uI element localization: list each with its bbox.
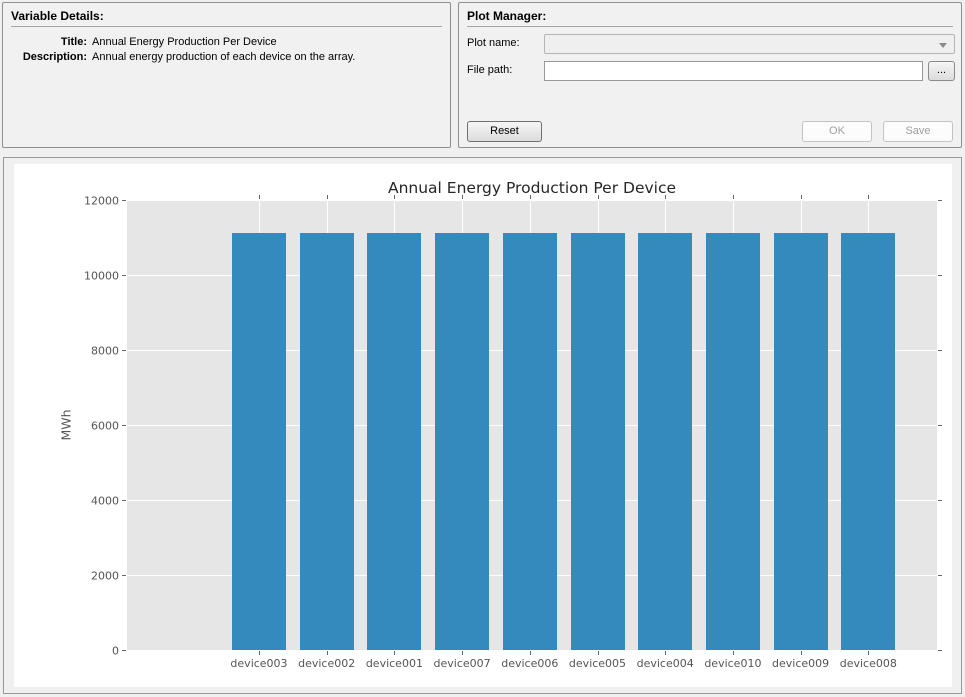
x-axis-tick <box>597 651 599 655</box>
x-tick-label: device002 <box>298 657 356 670</box>
y-tick-label: 6000 <box>91 419 119 432</box>
h-gridline <box>127 650 937 651</box>
x-axis-tick <box>732 651 734 655</box>
file-path-row: File path: ... <box>467 61 955 81</box>
x-axis-tick-top <box>259 195 260 199</box>
bar <box>502 233 557 650</box>
plot-area: 0 2000 4000 6000 8000 10000 12000 device003 devi… <box>84 194 942 670</box>
bar <box>232 233 286 650</box>
plot-name-select[interactable] <box>544 34 955 54</box>
x-axis-tick <box>462 651 464 655</box>
reset-button[interactable]: Reset <box>467 121 542 142</box>
variable-details-panel: Variable Details: Title: Annual Energy P… <box>2 2 451 148</box>
x-axis-tick-top <box>868 195 870 199</box>
bar <box>773 233 828 650</box>
y-tick-label: 4000 <box>91 494 119 507</box>
y-tick-label: 10000 <box>84 269 119 282</box>
title-value: Annual Energy Production Per Device <box>92 36 277 48</box>
plot-name-row: Plot name: <box>467 34 955 54</box>
bar <box>435 233 490 650</box>
y-tick-label: 0 <box>112 644 119 657</box>
title-label: Title: <box>60 36 87 48</box>
y-axis-tick-right <box>938 500 942 501</box>
h-gridline <box>127 200 937 201</box>
y-axis-tick <box>122 350 126 351</box>
description-value: Annual energy production of each device … <box>92 51 356 63</box>
x-axis-tick-top <box>529 195 531 199</box>
description-label: Description: <box>22 51 87 63</box>
y-axis-tick <box>122 500 126 501</box>
x-axis-tick <box>868 651 870 655</box>
y-axis-tick <box>122 575 126 576</box>
x-axis-tick-top <box>462 195 464 199</box>
save-button[interactable]: Save <box>883 121 953 142</box>
x-tick-label: device007 <box>433 657 491 670</box>
separator <box>11 26 442 27</box>
chevron-down-icon <box>939 43 947 48</box>
y-tick-label: 8000 <box>91 344 119 357</box>
x-tick-label: device003 <box>230 657 288 670</box>
x-axis-tick <box>259 651 260 655</box>
x-axis-tick <box>529 651 531 655</box>
y-axis-tick-right <box>938 425 942 426</box>
variable-details-fields: Title: Annual Energy Production Per Devi… <box>3 36 450 63</box>
y-axis-tick-right <box>938 650 942 651</box>
y-axis-tick-right <box>938 275 942 276</box>
x-tick-label: device005 <box>568 657 627 670</box>
bar <box>841 233 896 650</box>
x-tick-label: device008 <box>839 657 897 670</box>
file-path-input[interactable] <box>544 61 923 81</box>
ok-button[interactable]: OK <box>802 121 872 142</box>
variable-details-heading: Variable Details: <box>11 9 104 23</box>
x-tick-label: device009 <box>772 657 830 670</box>
bar <box>367 233 422 650</box>
x-tick-label: device001 <box>365 657 423 670</box>
chart-title: Annual Energy Production Per Device <box>387 179 677 197</box>
x-axis-tick-top <box>732 195 734 199</box>
chart-panel: Annual Energy Production Per Device MWh … <box>3 157 962 694</box>
x-axis-tick-top <box>800 195 802 199</box>
x-axis-tick-top <box>597 195 599 199</box>
x-axis-tick <box>394 651 396 655</box>
plot-manager-heading: Plot Manager: <box>467 9 547 23</box>
separator <box>467 26 953 27</box>
y-axis-tick-right <box>938 350 942 351</box>
y-axis-label: MWh <box>58 409 74 441</box>
y-axis-tick-right <box>938 200 942 201</box>
browse-button[interactable]: ... <box>928 61 955 81</box>
file-path-label: File path: <box>467 64 513 76</box>
x-axis-tick <box>800 651 802 655</box>
y-tick-label: 12000 <box>84 194 119 207</box>
x-tick-label: device010 <box>704 657 762 670</box>
bar <box>705 233 760 650</box>
x-axis-tick <box>326 651 328 655</box>
plot-manager-panel: Plot Manager: Plot name: File path: ... … <box>458 2 962 148</box>
bar <box>638 233 693 650</box>
y-axis-tick <box>122 425 126 426</box>
bar <box>299 233 354 650</box>
y-axis-tick <box>122 200 126 201</box>
y-axis-tick <box>122 650 126 651</box>
x-tick-label: device006 <box>501 657 559 670</box>
plot-name-label: Plot name: <box>467 37 520 49</box>
y-axis-tick <box>122 275 126 276</box>
x-tick-label: device004 <box>636 657 694 670</box>
x-axis-tick-top <box>326 195 328 199</box>
y-axis-tick-right <box>938 575 942 576</box>
bar <box>570 233 625 650</box>
x-axis-tick <box>665 651 667 655</box>
chart-figure: Annual Energy Production Per Device MWh … <box>14 164 952 687</box>
y-tick-label: 2000 <box>91 569 119 582</box>
x-axis-tick-top <box>394 195 396 199</box>
x-axis-tick-top <box>665 195 667 199</box>
